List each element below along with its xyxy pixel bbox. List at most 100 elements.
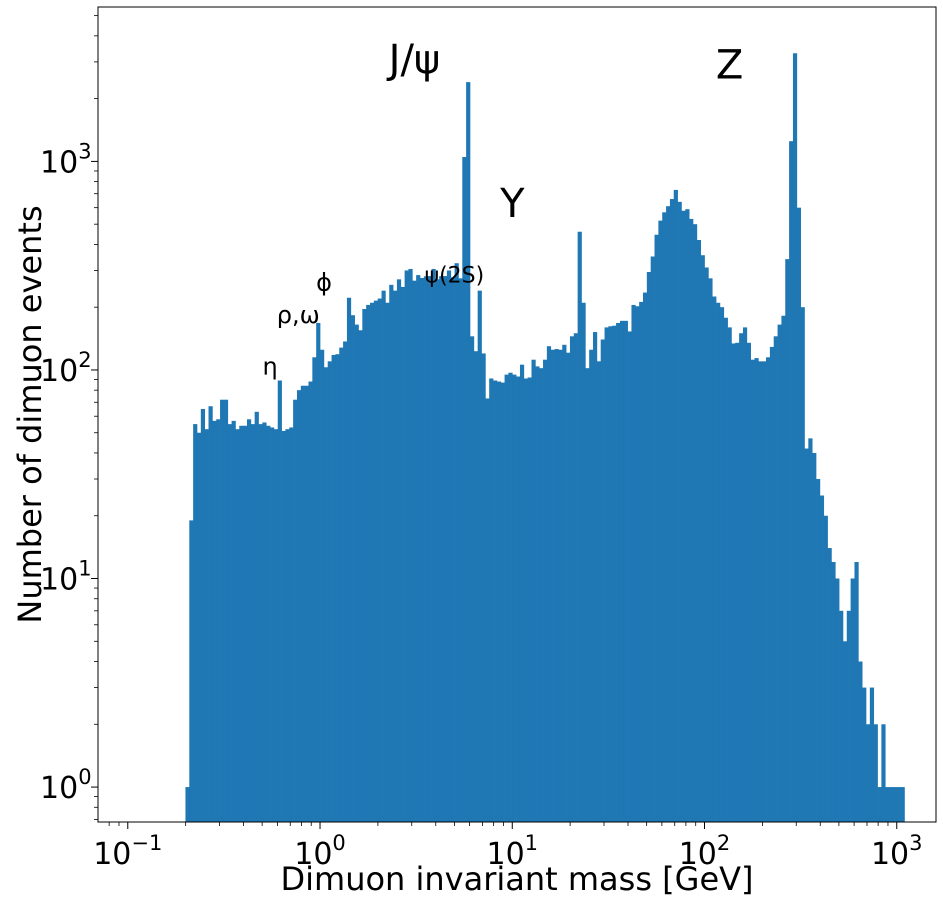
histogram-bar: [585, 368, 590, 822]
histogram-bar: [439, 276, 444, 822]
histogram-bar: [316, 322, 321, 822]
histogram-bar: [273, 429, 279, 822]
histogram-bar: [493, 380, 498, 822]
histogram-bar: [689, 218, 694, 822]
histogram-bar: [577, 231, 582, 823]
histogram-bar: [212, 420, 217, 822]
histogram-bar: [293, 399, 298, 822]
histogram-bar: [239, 425, 244, 822]
histogram-bar: [554, 349, 559, 822]
histogram-bar: [323, 367, 329, 822]
peak-label: ρ,ω: [277, 301, 320, 329]
histogram-bar: [281, 430, 286, 822]
histogram-bar: [685, 209, 690, 822]
histogram-bar: [320, 349, 325, 822]
histogram-bar: [616, 322, 621, 822]
histogram-bar: [731, 343, 736, 822]
histogram-bar: [208, 406, 213, 822]
histogram-bar: [719, 307, 725, 822]
histogram-bar: [200, 408, 206, 822]
histogram-bar: [877, 787, 882, 822]
histogram-bar: [531, 359, 536, 822]
histogram-bar: [266, 425, 271, 822]
histogram-bar: [889, 787, 894, 822]
histogram-bar: [412, 280, 417, 822]
histogram-bar: [900, 787, 905, 822]
histogram-bar: [608, 326, 613, 822]
histogram-bar: [596, 361, 602, 822]
x-axis-label: Dimuon invariant mass [GeV]: [280, 860, 753, 898]
histogram-bar: [796, 207, 801, 823]
x-tick-label: 103: [871, 831, 923, 872]
histogram-bar: [662, 212, 667, 822]
y-tick-label: 101: [40, 557, 92, 598]
histogram-bar: [754, 358, 759, 822]
histogram-bar: [573, 333, 578, 822]
histogram-bar: [339, 347, 344, 822]
histogram-bar: [773, 336, 778, 822]
histogram-bar: [735, 342, 740, 822]
histogram-bar: [866, 724, 871, 822]
histogram-bar: [350, 315, 355, 822]
histogram-bar: [723, 317, 728, 822]
x-tick-label: 10−1: [93, 831, 162, 872]
histogram-bar: [331, 354, 336, 822]
histogram-bar: [458, 278, 463, 823]
histogram-bar: [516, 376, 521, 822]
peak-label: J/ψ: [386, 37, 441, 83]
histogram-bar: [781, 315, 786, 822]
histogram-bar: [643, 292, 648, 822]
histogram-bar: [766, 357, 771, 822]
histogram-bar: [681, 210, 686, 823]
histogram-bar: [389, 284, 394, 822]
histogram-bar: [254, 411, 259, 822]
histogram-bar: [404, 270, 409, 822]
histogram-bar: [550, 349, 555, 822]
histogram-bar: [189, 520, 194, 822]
histogram-bar: [823, 515, 828, 822]
histogram-bar: [227, 424, 232, 822]
y-tick-label: 100: [40, 765, 92, 806]
histogram-bar: [666, 206, 671, 822]
histogram-bar: [235, 429, 240, 822]
histogram-bar: [354, 324, 359, 822]
histogram-bar: [535, 366, 540, 822]
histogram-bar: [512, 374, 517, 822]
histogram-bar: [842, 641, 848, 822]
x-tick-label: 100: [294, 831, 346, 872]
histogram-bar: [593, 332, 598, 822]
histogram-bar: [358, 330, 363, 822]
histogram-bar: [243, 425, 248, 822]
histogram-bar: [812, 452, 817, 822]
histogram-bar: [262, 422, 267, 822]
histogram-bar: [423, 276, 429, 822]
histogram-bar: [231, 420, 236, 822]
histogram-bar: [216, 419, 221, 822]
histogram-bar: [450, 277, 455, 823]
histogram-bar: [443, 276, 448, 822]
histogram-bar: [308, 381, 313, 822]
histogram-bar: [246, 419, 252, 822]
histogram-bar: [631, 304, 636, 822]
histogram-bar: [539, 368, 544, 822]
histogram-bar: [739, 333, 744, 822]
histogram-bar: [373, 300, 379, 822]
histogram-bar: [381, 290, 386, 822]
histogram-bar: [546, 346, 552, 822]
histogram-bar: [569, 336, 575, 822]
histogram-bar: [385, 302, 390, 822]
histogram-bar: [792, 53, 798, 822]
histogram-bar: [473, 351, 479, 822]
histogram-bar: [504, 374, 509, 822]
histogram-bars: [185, 53, 905, 823]
histogram-bar: [469, 336, 475, 822]
histogram-bar: [654, 234, 659, 823]
histogram-bar: [327, 361, 332, 822]
histogram-bar: [477, 290, 482, 822]
peak-label: ψ(2S): [425, 264, 485, 289]
y-tick-label: 103: [40, 139, 92, 180]
histogram-bar: [523, 378, 528, 822]
histogram-bar: [270, 427, 275, 822]
histogram-bar: [627, 331, 632, 822]
